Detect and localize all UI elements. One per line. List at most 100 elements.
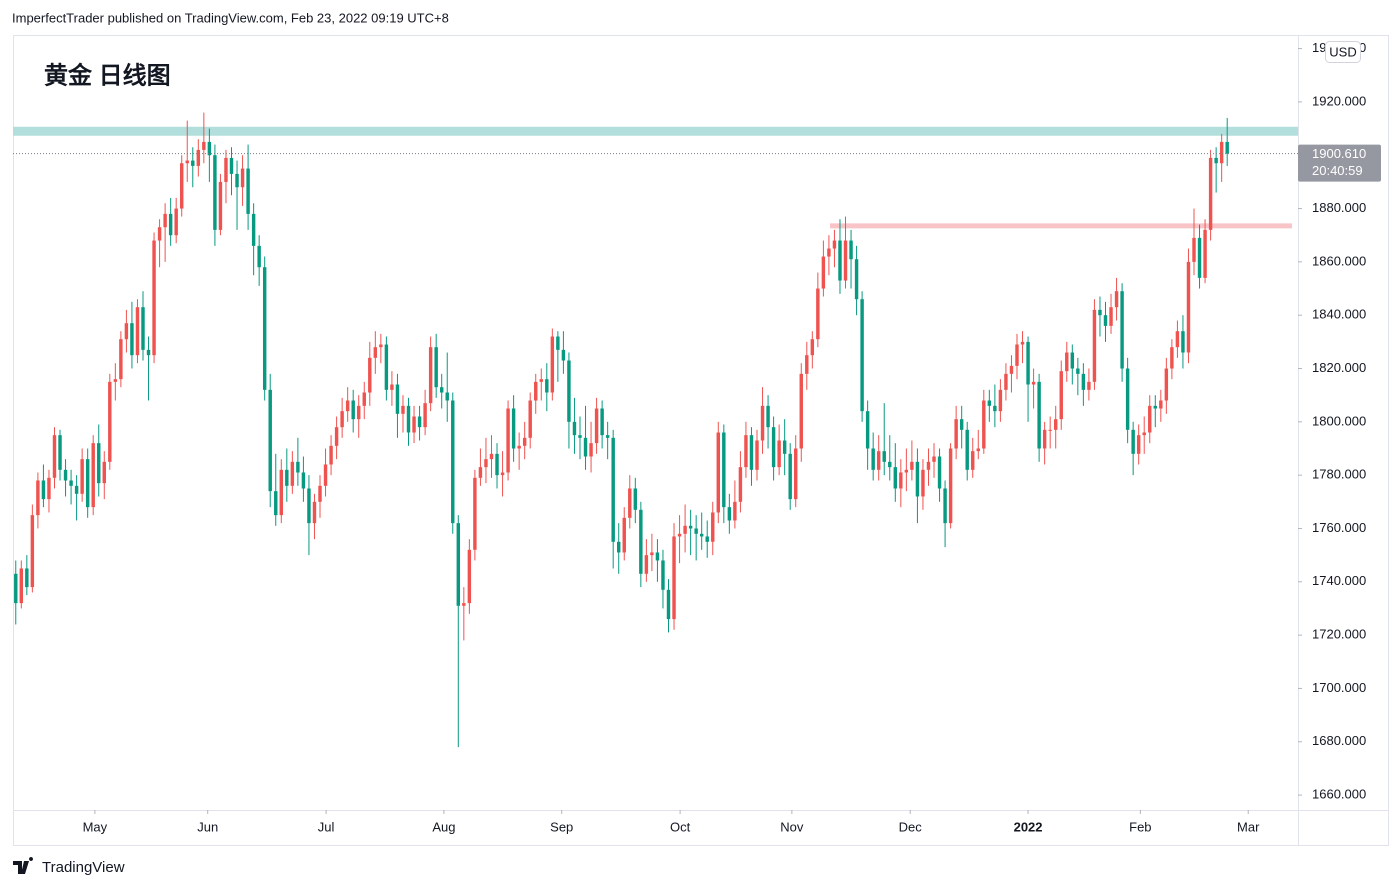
currency-badge bbox=[1325, 41, 1361, 63]
candle-body bbox=[843, 240, 848, 281]
candle-body bbox=[85, 459, 90, 508]
candle-body bbox=[522, 437, 527, 446]
candle-body bbox=[871, 448, 875, 470]
candle-body bbox=[52, 435, 57, 478]
candle-body bbox=[1070, 352, 1075, 369]
candle-body bbox=[605, 435, 610, 438]
candle-body bbox=[1225, 141, 1229, 154]
candle-body bbox=[760, 405, 765, 441]
candle-body bbox=[827, 248, 831, 257]
last-price-badge bbox=[1298, 144, 1381, 182]
candle-body bbox=[257, 245, 261, 268]
x-tick-label: Dec bbox=[899, 819, 923, 834]
candle-body bbox=[1214, 157, 1218, 164]
candle-body bbox=[1159, 400, 1163, 409]
candle-body bbox=[1125, 368, 1130, 430]
candle-body bbox=[473, 477, 477, 550]
candle-body bbox=[218, 181, 223, 230]
candle-body bbox=[888, 461, 892, 468]
y-tick-label: 1740.000 bbox=[1312, 573, 1366, 588]
candle-body bbox=[959, 419, 964, 430]
candle-body bbox=[124, 323, 129, 340]
candle-body bbox=[749, 435, 754, 470]
candle-body bbox=[1026, 341, 1030, 385]
candle-body bbox=[1053, 419, 1058, 430]
candle-body bbox=[550, 336, 555, 393]
candle-body bbox=[506, 408, 510, 473]
candle-body bbox=[157, 227, 162, 241]
x-tick-label: Aug bbox=[432, 819, 455, 834]
candle-body bbox=[661, 560, 665, 590]
candle-body bbox=[462, 603, 466, 606]
candle-body bbox=[113, 379, 118, 382]
candle-body bbox=[41, 480, 46, 500]
candle-body bbox=[998, 389, 1003, 412]
candle-body bbox=[987, 400, 992, 406]
candle-body bbox=[810, 339, 815, 356]
candle-body bbox=[500, 472, 505, 476]
x-tick-label: Mar bbox=[1237, 819, 1260, 834]
x-tick-label: Oct bbox=[670, 819, 691, 834]
plot bbox=[13, 112, 1298, 748]
y-tick-label: 1780.000 bbox=[1312, 467, 1366, 482]
candle-body bbox=[799, 373, 803, 449]
candle-body bbox=[1109, 307, 1113, 326]
candle-body bbox=[119, 339, 123, 380]
candle-body bbox=[722, 432, 726, 508]
candle-body bbox=[384, 344, 389, 390]
chart-title: 黄金 日线图 bbox=[44, 61, 171, 89]
candle-body bbox=[14, 573, 18, 604]
candle-body bbox=[616, 541, 621, 553]
candle-body bbox=[1203, 229, 1207, 278]
header: ImperfectTrader published on TradingView… bbox=[12, 10, 449, 25]
candle-body bbox=[428, 347, 433, 404]
candle-body bbox=[301, 472, 306, 489]
candle-body bbox=[1175, 331, 1180, 348]
candle-body bbox=[622, 517, 626, 553]
y-tick-label: 1760.000 bbox=[1312, 520, 1366, 535]
candle-body bbox=[102, 461, 106, 484]
candle-body bbox=[47, 477, 51, 500]
candle-body bbox=[766, 405, 770, 428]
candle-body bbox=[1087, 381, 1091, 390]
candle-body bbox=[965, 429, 969, 470]
candle-body bbox=[334, 427, 339, 446]
candle-body bbox=[893, 467, 898, 489]
candle-body bbox=[832, 240, 837, 249]
candle-body bbox=[130, 323, 134, 356]
candle-body bbox=[1142, 432, 1146, 436]
y-tick-label: 1840.000 bbox=[1312, 307, 1366, 322]
candle-body bbox=[650, 552, 654, 556]
candle-body bbox=[794, 448, 798, 500]
y-tick-label: 1880.000 bbox=[1312, 200, 1366, 215]
candle-body bbox=[467, 549, 472, 604]
candle-body bbox=[1197, 237, 1202, 278]
candle-body bbox=[744, 435, 748, 468]
candle-body bbox=[838, 240, 842, 281]
candle-body bbox=[910, 461, 914, 470]
candle-body bbox=[666, 589, 671, 620]
candle-body bbox=[1153, 405, 1157, 409]
y-tick-label: 1680.000 bbox=[1312, 733, 1366, 748]
candle-body bbox=[307, 488, 311, 524]
candle-body bbox=[755, 440, 759, 470]
x-tick-label: Feb bbox=[1129, 819, 1151, 834]
candle-body bbox=[1186, 261, 1191, 353]
candle-body bbox=[1136, 435, 1141, 454]
candle-body bbox=[63, 469, 68, 481]
candle-body bbox=[699, 533, 704, 537]
candle-body bbox=[1048, 429, 1052, 431]
candle-body bbox=[854, 259, 859, 300]
candle-body bbox=[202, 141, 206, 150]
candle-body bbox=[224, 157, 228, 182]
candle-body bbox=[572, 421, 577, 436]
candle-body bbox=[1092, 309, 1097, 382]
candle-body bbox=[213, 155, 217, 230]
x-tick-label: May bbox=[83, 819, 108, 834]
candle-body bbox=[318, 485, 322, 502]
candle-body bbox=[694, 528, 698, 534]
candle-body bbox=[1208, 157, 1213, 230]
candle-body bbox=[58, 435, 62, 470]
candle-body bbox=[1181, 331, 1185, 353]
candle-body bbox=[163, 213, 167, 228]
